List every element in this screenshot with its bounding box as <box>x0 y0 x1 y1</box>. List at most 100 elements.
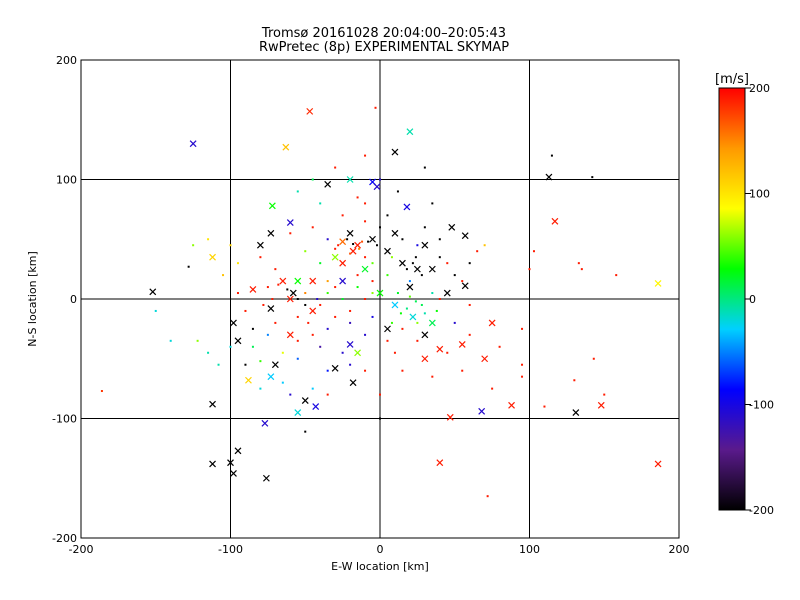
data-point-cross <box>354 349 361 357</box>
cross-stroke <box>572 409 580 416</box>
cross-stroke <box>286 295 294 303</box>
data-point-dot <box>311 333 314 336</box>
data-point-dot <box>356 196 359 199</box>
data-point-dot <box>420 274 423 277</box>
data-point-cross <box>267 229 275 237</box>
cross-stroke <box>209 253 216 261</box>
data-point-dot <box>187 265 190 268</box>
cross-stroke <box>448 223 456 231</box>
cross-stroke <box>256 241 264 249</box>
data-point-cross <box>339 277 347 285</box>
y-axis-label: N-S location [km] <box>26 251 39 347</box>
data-point-dot <box>100 390 103 393</box>
cross-stroke <box>406 128 414 136</box>
data-point-dot <box>498 345 501 348</box>
data-point-dot <box>416 244 419 247</box>
data-point-dot <box>386 214 389 217</box>
data-point-dot <box>577 262 580 265</box>
data-point-dot <box>289 393 292 396</box>
cross-stroke <box>654 460 662 468</box>
colorbar-tick-label: 0 <box>749 293 756 306</box>
data-point-dot <box>446 351 449 354</box>
cross-stroke <box>245 376 252 384</box>
data-point-dot <box>416 339 419 342</box>
data-point-dot <box>296 339 299 342</box>
data-point-cross <box>428 265 436 273</box>
data-points <box>100 106 662 498</box>
cross-stroke <box>551 217 559 225</box>
data-point-dot <box>405 307 408 310</box>
data-point-cross <box>551 217 559 225</box>
data-point-dot <box>196 339 199 342</box>
cross-stroke <box>262 474 270 482</box>
data-point-dot <box>364 298 367 300</box>
data-point-dot <box>277 283 280 286</box>
data-point-cross <box>262 474 270 482</box>
data-point-dot <box>431 292 434 295</box>
data-point-dot <box>364 202 367 205</box>
cross-stroke <box>545 173 553 181</box>
data-point-cross <box>458 340 466 348</box>
data-point-dot <box>393 351 396 354</box>
data-point-dot <box>364 256 367 259</box>
cross-stroke <box>384 325 391 333</box>
cross-stroke <box>428 319 436 327</box>
data-point-dot <box>390 321 393 324</box>
data-point-dot <box>169 339 172 342</box>
data-point-dot <box>326 292 329 295</box>
cross-stroke <box>413 265 421 273</box>
data-point-cross <box>230 319 237 327</box>
data-point-dot <box>304 303 307 306</box>
data-point-cross <box>354 241 361 249</box>
data-point-dot <box>379 226 381 229</box>
data-point-cross <box>209 400 216 408</box>
data-point-dot <box>341 351 344 354</box>
data-point-dot <box>326 369 329 372</box>
data-point-cross <box>654 280 662 287</box>
y-tick-label: -100 <box>52 413 77 426</box>
data-point-cross <box>446 413 454 421</box>
cross-stroke <box>428 265 436 273</box>
data-point-dot <box>274 321 277 324</box>
data-point-dot <box>414 256 417 259</box>
cross-stroke <box>446 413 454 421</box>
data-point-cross <box>346 340 354 348</box>
cross-stroke <box>488 319 496 327</box>
cross-stroke <box>406 283 414 291</box>
data-point-cross <box>331 364 339 372</box>
data-point-dot <box>319 303 322 306</box>
data-point-dot <box>334 166 337 169</box>
data-point-cross <box>391 229 399 237</box>
data-point-cross <box>268 202 276 210</box>
data-point-dot <box>244 309 247 312</box>
data-point-dot <box>420 303 423 306</box>
cross-stroke <box>309 307 317 315</box>
cross-stroke <box>261 419 269 427</box>
y-tick-label: 0 <box>70 293 77 306</box>
data-point-cross <box>309 307 317 315</box>
cross-stroke <box>346 176 354 183</box>
data-point-dot <box>349 252 352 255</box>
data-point-dot <box>615 274 618 277</box>
x-tick-label: -200 <box>69 543 94 556</box>
data-point-dot <box>259 387 262 390</box>
cross-stroke <box>369 178 376 186</box>
cross-stroke <box>421 241 429 249</box>
cross-stroke <box>331 364 339 372</box>
data-point-dot <box>281 381 284 384</box>
data-point-cross <box>572 409 580 416</box>
cross-stroke <box>339 259 347 267</box>
cross-stroke <box>436 345 444 353</box>
data-point-dot <box>316 298 319 300</box>
data-point-cross <box>312 403 320 410</box>
colorbar-label: [m/s] <box>715 72 749 87</box>
data-point-dot <box>154 309 157 312</box>
cross-stroke <box>286 219 294 226</box>
data-point-dot <box>259 360 262 363</box>
data-point-dot <box>217 363 220 366</box>
cross-stroke <box>289 289 297 297</box>
data-point-dot <box>296 298 299 300</box>
data-point-dot <box>296 190 299 193</box>
cross-stroke <box>354 349 361 357</box>
data-point-cross <box>399 259 406 267</box>
